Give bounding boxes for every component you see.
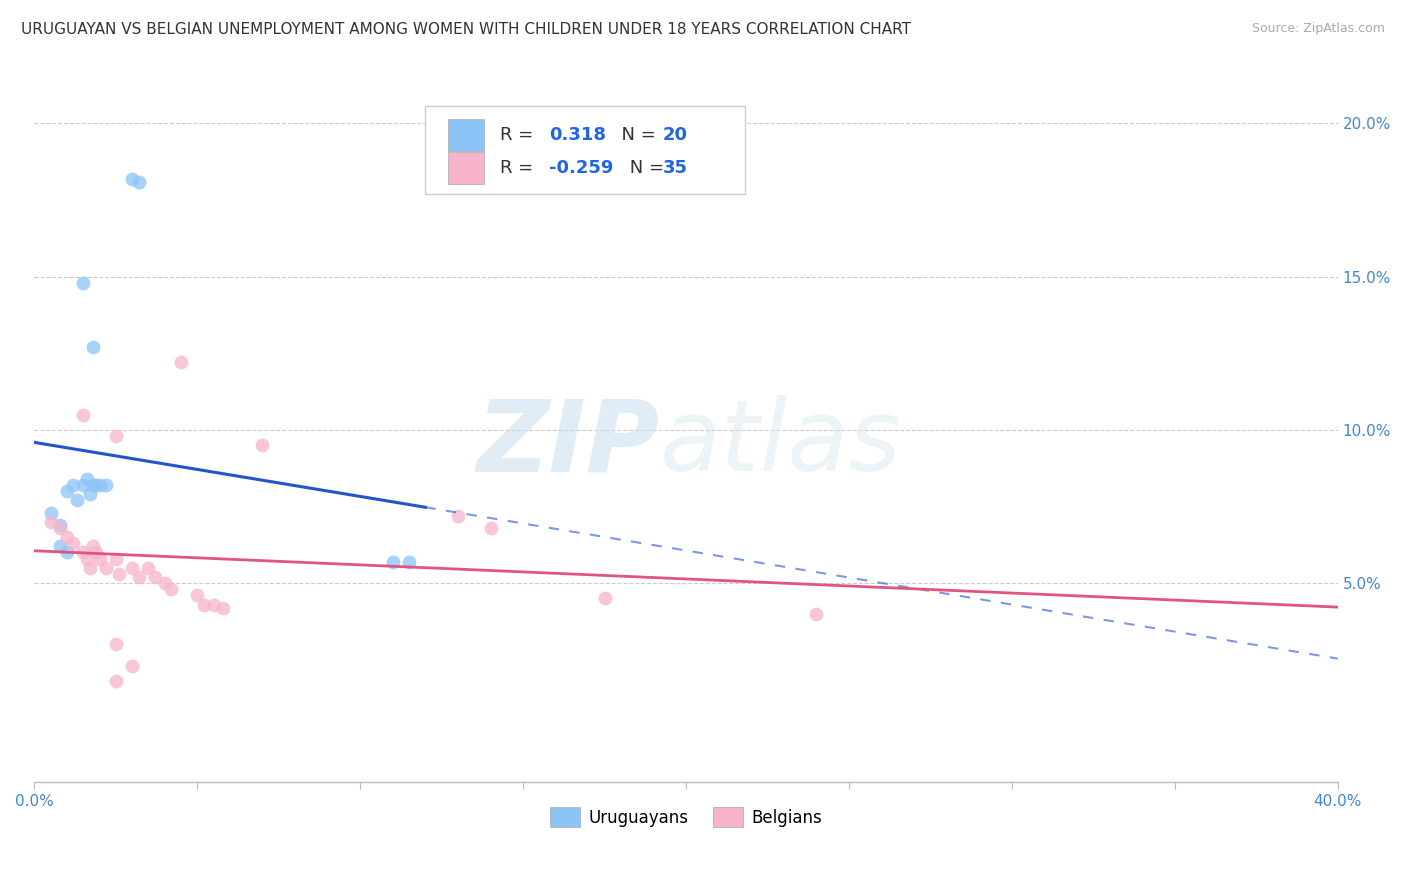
- Text: -0.259: -0.259: [550, 159, 613, 177]
- Point: [79, 561, 101, 575]
- Point: [72, 276, 94, 290]
- Point: [72, 545, 94, 559]
- Text: Source: ZipAtlas.com: Source: ZipAtlas.com: [1251, 22, 1385, 36]
- Point: [104, 637, 127, 651]
- Text: ZIP: ZIP: [477, 395, 659, 492]
- Point: [479, 521, 502, 535]
- Point: [76, 472, 98, 486]
- Point: [153, 576, 176, 591]
- Point: [104, 551, 127, 566]
- Point: [186, 588, 208, 602]
- Point: [49, 517, 72, 532]
- Point: [56, 530, 79, 544]
- Point: [128, 570, 150, 584]
- Point: [121, 659, 143, 673]
- Point: [160, 582, 183, 597]
- Point: [447, 508, 470, 523]
- Point: [66, 493, 89, 508]
- Point: [398, 555, 420, 569]
- Text: URUGUAYAN VS BELGIAN UNEMPLOYMENT AMONG WOMEN WITH CHILDREN UNDER 18 YEARS CORRE: URUGUAYAN VS BELGIAN UNEMPLOYMENT AMONG …: [21, 22, 911, 37]
- Point: [593, 591, 616, 606]
- Point: [252, 438, 274, 452]
- Point: [143, 570, 166, 584]
- Point: [212, 600, 235, 615]
- Point: [82, 340, 104, 354]
- Point: [89, 478, 111, 492]
- Text: atlas: atlas: [659, 395, 901, 492]
- Legend: Uruguayans, Belgians: Uruguayans, Belgians: [543, 800, 830, 834]
- Point: [121, 561, 143, 575]
- Point: [104, 674, 127, 689]
- Text: R =: R =: [499, 159, 538, 177]
- Point: [104, 429, 127, 443]
- Bar: [447, 120, 484, 151]
- FancyBboxPatch shape: [426, 105, 745, 194]
- Point: [128, 175, 150, 189]
- Text: R =: R =: [499, 127, 538, 145]
- Point: [62, 478, 84, 492]
- Point: [72, 478, 94, 492]
- Text: 20: 20: [662, 127, 688, 145]
- Point: [49, 521, 72, 535]
- Point: [138, 561, 160, 575]
- Point: [39, 506, 62, 520]
- Point: [62, 536, 84, 550]
- Point: [84, 478, 107, 492]
- Point: [72, 408, 94, 422]
- Text: 0.318: 0.318: [550, 127, 606, 145]
- Point: [49, 540, 72, 554]
- Text: N =: N =: [610, 127, 662, 145]
- Point: [94, 561, 117, 575]
- Point: [381, 555, 404, 569]
- Point: [76, 551, 98, 566]
- Point: [84, 545, 107, 559]
- Point: [39, 515, 62, 529]
- Point: [56, 545, 79, 559]
- Point: [89, 551, 111, 566]
- Point: [82, 540, 104, 554]
- Text: N =: N =: [623, 159, 669, 177]
- Point: [193, 598, 215, 612]
- Bar: [447, 152, 484, 184]
- Text: 35: 35: [662, 159, 688, 177]
- Point: [202, 598, 225, 612]
- Point: [56, 484, 79, 499]
- Point: [79, 487, 101, 501]
- Point: [806, 607, 828, 621]
- Point: [82, 478, 104, 492]
- Point: [121, 171, 143, 186]
- Point: [108, 566, 131, 581]
- Point: [170, 355, 193, 369]
- Point: [94, 478, 117, 492]
